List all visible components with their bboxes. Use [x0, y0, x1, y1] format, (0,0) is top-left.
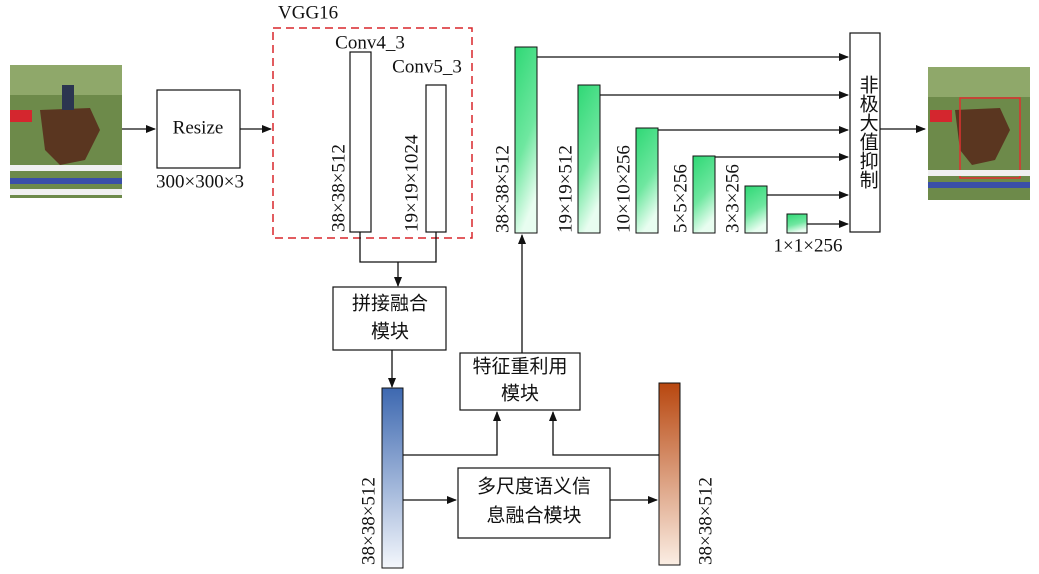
- pyramid-shape: 19×19×512: [555, 145, 576, 233]
- layer-shape: 19×19×1024: [401, 134, 422, 232]
- fused-shape: 38×38×512: [358, 477, 379, 565]
- arrow: [403, 412, 497, 455]
- pyramid: 38×38×512 19×19×512 10×10×256 5×5×256 3×3×25…: [492, 47, 848, 256]
- fused-bar: [382, 388, 403, 568]
- input-image: [10, 65, 122, 198]
- pyramid-bar: [693, 156, 715, 233]
- nms-label: 非极大值抑制: [857, 75, 879, 189]
- multiscale-shape: 38×38×512: [695, 477, 716, 565]
- pyramid-bar: [578, 85, 600, 233]
- feature-bar: [350, 52, 371, 232]
- connector: [360, 232, 436, 262]
- arrow: [553, 412, 659, 455]
- feature-bar: [426, 85, 446, 232]
- pyramid-bar: [787, 214, 807, 233]
- multiscale-bar: [659, 383, 680, 565]
- input-size: 300×300×3: [156, 171, 244, 192]
- pyramid-bar: [745, 186, 767, 233]
- layer-name: Conv4_3: [335, 32, 405, 53]
- layer-shape: 38×38×512: [328, 144, 349, 232]
- pyramid-shape: 3×3×256: [722, 164, 743, 233]
- module-label: 拼接融合: [352, 292, 428, 314]
- pyramid-shape: 10×10×256: [613, 145, 634, 233]
- module-label: 模块: [371, 320, 409, 342]
- output-image: [928, 67, 1030, 200]
- module-label: 特征重利用: [472, 355, 567, 377]
- pyramid-shape: 1×1×256: [774, 235, 843, 256]
- pyramid-shape: 38×38×512: [492, 145, 513, 233]
- module-label: 息融合模块: [486, 504, 581, 526]
- layer-name: Conv5_3: [392, 56, 462, 77]
- pyramid-bar: [636, 128, 658, 233]
- pyramid-shape: 5×5×256: [670, 164, 691, 233]
- diagram: Resize 300×300×3 VGG16 Conv4_3 38×38×512…: [0, 0, 1039, 574]
- pyramid-bar: [515, 47, 537, 233]
- module-label: 模块: [501, 382, 539, 404]
- vgg-title: VGG16: [278, 2, 338, 23]
- resize-label: Resize: [173, 117, 224, 138]
- module-label: 多尺度语义信: [477, 475, 591, 497]
